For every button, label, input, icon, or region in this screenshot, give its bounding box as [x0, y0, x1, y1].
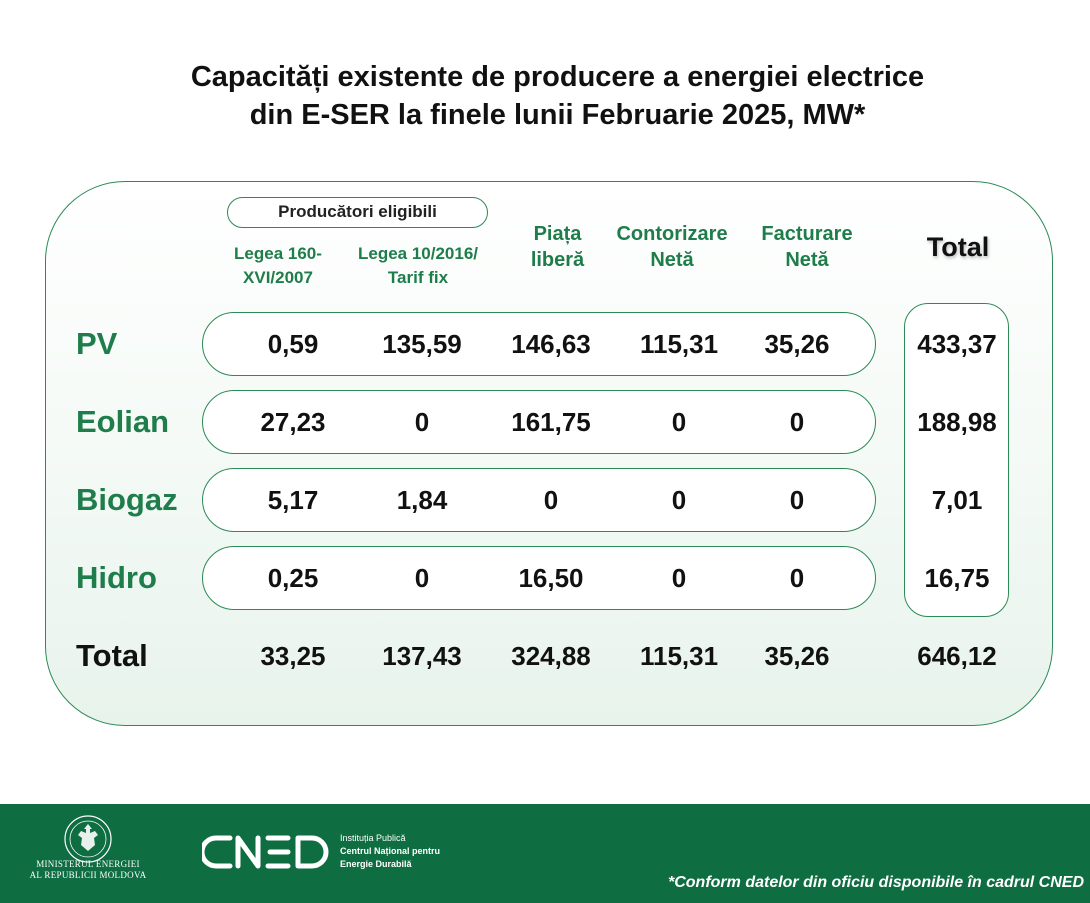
table-cell: 0	[789, 485, 805, 515]
cned-logo-icon	[202, 835, 329, 869]
total-row-cell: 33,25	[260, 641, 326, 671]
total-row-cell: 35,26	[764, 641, 830, 671]
table-cell: 146,63	[511, 329, 591, 359]
total-column-pill	[904, 303, 1009, 617]
total-row-cell: 137,43	[382, 641, 462, 671]
table-cell: 115,31	[639, 329, 719, 359]
row-label-eolian: Eolian	[76, 404, 170, 439]
row-pill-biogaz	[202, 468, 876, 532]
column-header-facturare-neta: Facturare Netă	[761, 223, 853, 271]
table-cell: 1,84	[396, 485, 448, 515]
moldova-coat-of-arms-icon	[64, 815, 112, 863]
column-header-piata-libera: Piața liberă	[530, 223, 585, 271]
table-cell: 0	[414, 563, 430, 593]
column-header-contorizare-neta: Contorizare Netă	[616, 223, 728, 271]
grand-total-cell: 646,12	[917, 641, 997, 671]
column-header-total: Total	[926, 232, 990, 262]
table-cell: 0	[789, 563, 805, 593]
column-header-legea-160: Legea 160- XVI/2007	[234, 244, 322, 287]
row-total-cell: 16,75	[924, 563, 990, 593]
table-cell: 0	[671, 563, 687, 593]
table-cell: 161,75	[511, 407, 591, 437]
total-row-cell: 115,31	[639, 641, 719, 671]
table-cell: 0	[671, 407, 687, 437]
table-cell: 0	[543, 485, 559, 515]
ministry-name: MINISTERUL ENERGIEI AL REPUBLICII MOLDOV…	[29, 859, 147, 880]
row-total-cell: 7,01	[931, 485, 983, 515]
table-cell: 35,26	[764, 329, 830, 359]
table-cell: 135,59	[382, 329, 462, 359]
row-label-hidro: Hidro	[76, 560, 157, 595]
row-label-pv: PV	[76, 326, 118, 361]
table-cell: 0,59	[267, 329, 319, 359]
row-total-cell: 433,37	[917, 329, 997, 359]
table-cell: 0	[789, 407, 805, 437]
row-pill-eolian	[202, 390, 876, 454]
row-label-total: Total	[76, 638, 148, 673]
title-line-1: Capacități existente de producere a ener…	[190, 61, 925, 93]
footnote: *Conform datelor din oficiu disponibile …	[667, 874, 1084, 891]
cned-institution-name: Instituția Publică Centrul Național pent…	[340, 833, 441, 869]
table-cell: 16,50	[518, 563, 584, 593]
table-cell: 27,23	[260, 407, 326, 437]
table-cell: 0,25	[267, 563, 319, 593]
page-title: Capacități existente de producere a ener…	[0, 58, 1090, 134]
row-label-biogaz: Biogaz	[76, 482, 178, 517]
table-cell: 0	[671, 485, 687, 515]
table-cell: 5,17	[267, 485, 319, 515]
row-pill-hidro	[202, 546, 876, 610]
total-row-cell: 324,88	[511, 641, 591, 671]
eligible-producers-group-label: Producători eligibili	[227, 197, 488, 228]
row-total-cell: 188,98	[917, 407, 997, 437]
column-header-legea-10: Legea 10/2016/ Tarif fix	[357, 244, 479, 287]
title-line-2: din E-SER la finele lunii Februarie 2025…	[249, 99, 866, 131]
table-cell: 0	[414, 407, 430, 437]
footer-band	[0, 804, 1090, 903]
row-pill-pv	[202, 312, 876, 376]
